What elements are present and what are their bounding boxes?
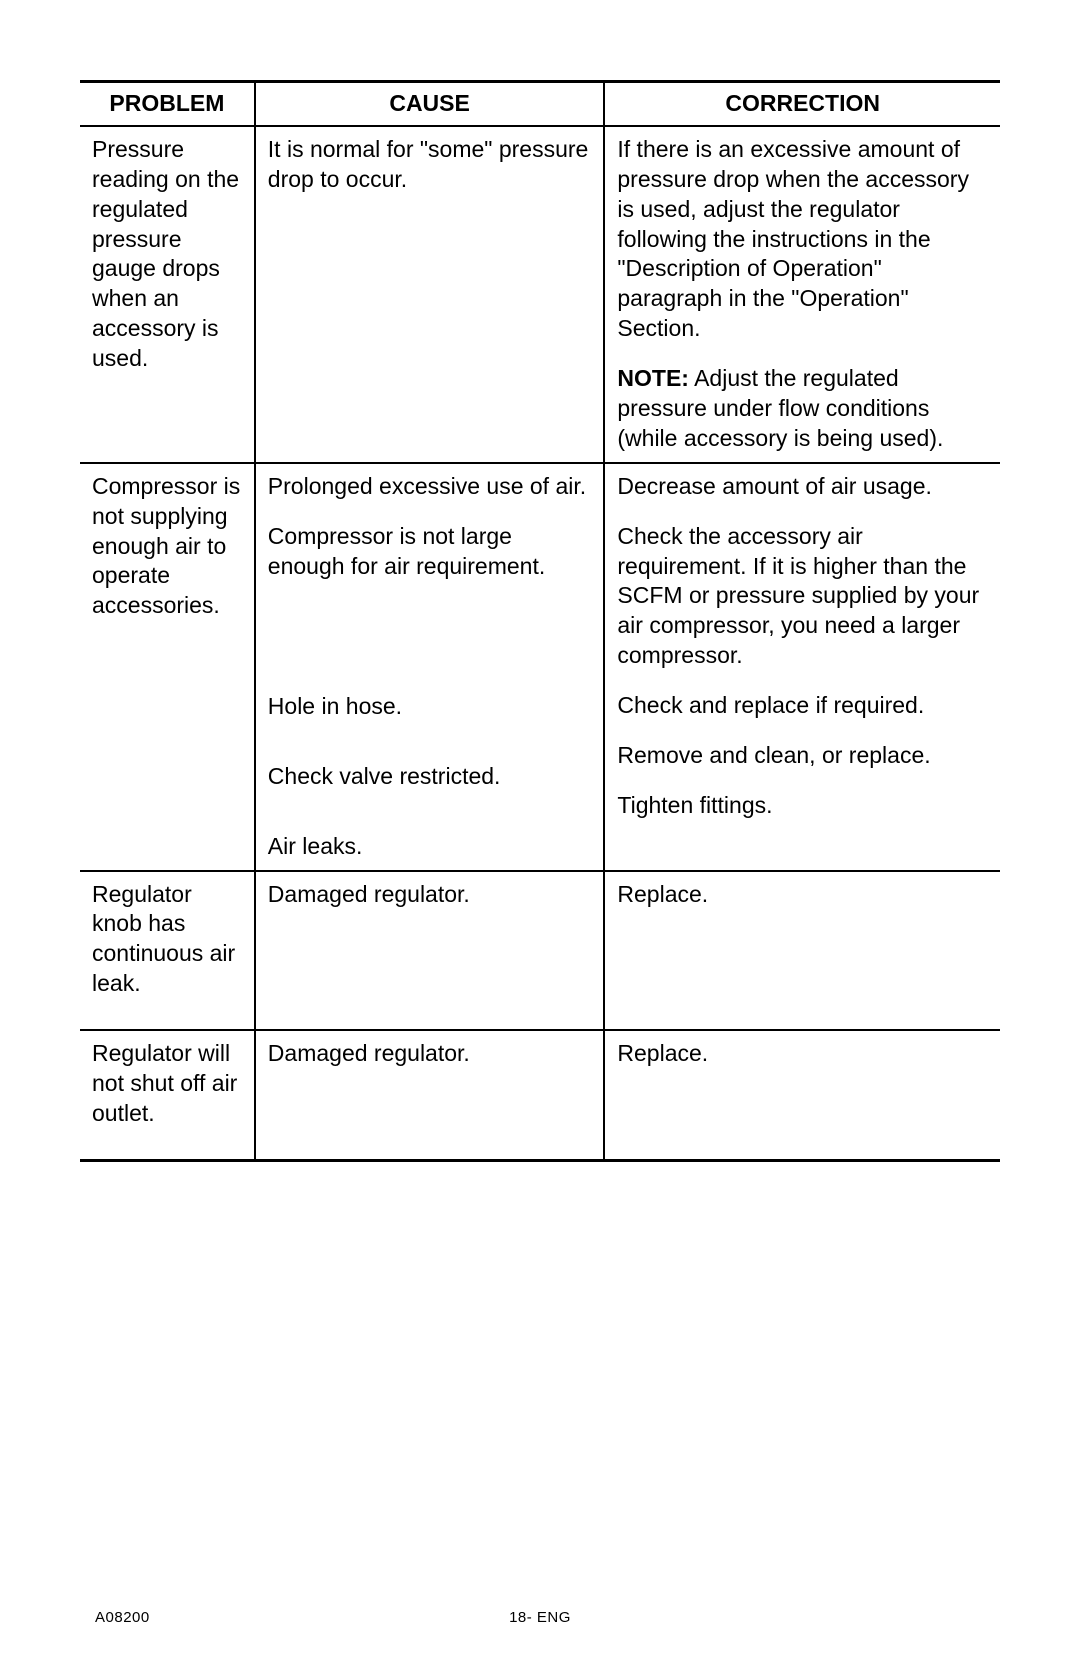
- correction-cell: Replace.: [604, 871, 1000, 1031]
- cause-text: It is normal for "some" pressure drop to…: [268, 135, 592, 195]
- header-correction: CORRECTION: [604, 82, 1000, 126]
- problem-cell: Compressor is not supplying enough air t…: [80, 463, 255, 871]
- header-cause: CAUSE: [255, 82, 605, 126]
- page-content: PROBLEM CAUSE CORRECTION Pressure readin…: [0, 0, 1080, 1202]
- problem-cell: Pressure reading on the regulated pressu…: [80, 126, 255, 463]
- problem-cell: Regulator knob has continuous air leak.: [80, 871, 255, 1031]
- table-row: Compressor is not supplying enough air t…: [80, 463, 1000, 871]
- correction-note: NOTE: Adjust the regulated pressure unde…: [617, 364, 988, 454]
- correction-cell: If there is an excessive amount of press…: [604, 126, 1000, 463]
- troubleshooting-table: PROBLEM CAUSE CORRECTION Pressure readin…: [80, 80, 1000, 1162]
- cause-cell: Damaged regulator.: [255, 871, 605, 1031]
- cause-text: Check valve restricted.: [268, 762, 592, 812]
- correction-cell: Decrease amount of air usage. Check the …: [604, 463, 1000, 871]
- table-row: Regulator knob has continuous air leak. …: [80, 871, 1000, 1031]
- correction-text: Remove and clean, or replace.: [617, 741, 988, 771]
- cause-cell: Prolonged excessive use of air. Compress…: [255, 463, 605, 871]
- cause-text: Compressor is not large enough for air r…: [268, 522, 592, 672]
- cause-cell: Damaged regulator.: [255, 1030, 605, 1160]
- correction-cell: Replace.: [604, 1030, 1000, 1160]
- cause-cell: It is normal for "some" pressure drop to…: [255, 126, 605, 463]
- correction-text: Decrease amount of air usage.: [617, 472, 988, 502]
- cause-text: Hole in hose.: [268, 692, 592, 742]
- header-problem: PROBLEM: [80, 82, 255, 126]
- correction-text: Check and replace if required.: [617, 691, 988, 721]
- correction-text: If there is an excessive amount of press…: [617, 135, 988, 344]
- table-header-row: PROBLEM CAUSE CORRECTION: [80, 82, 1000, 126]
- correction-text: Tighten fittings.: [617, 791, 988, 821]
- table-row: Regulator will not shut off air outlet. …: [80, 1030, 1000, 1160]
- note-label: NOTE:: [617, 365, 689, 391]
- cause-text: Prolonged excessive use of air.: [268, 472, 592, 502]
- table-row: Pressure reading on the regulated pressu…: [80, 126, 1000, 463]
- cause-text: Air leaks.: [268, 832, 592, 862]
- correction-text: Check the accessory air requirement. If …: [617, 522, 988, 671]
- footer-page-number: 18- ENG: [0, 1609, 1080, 1626]
- problem-cell: Regulator will not shut off air outlet.: [80, 1030, 255, 1160]
